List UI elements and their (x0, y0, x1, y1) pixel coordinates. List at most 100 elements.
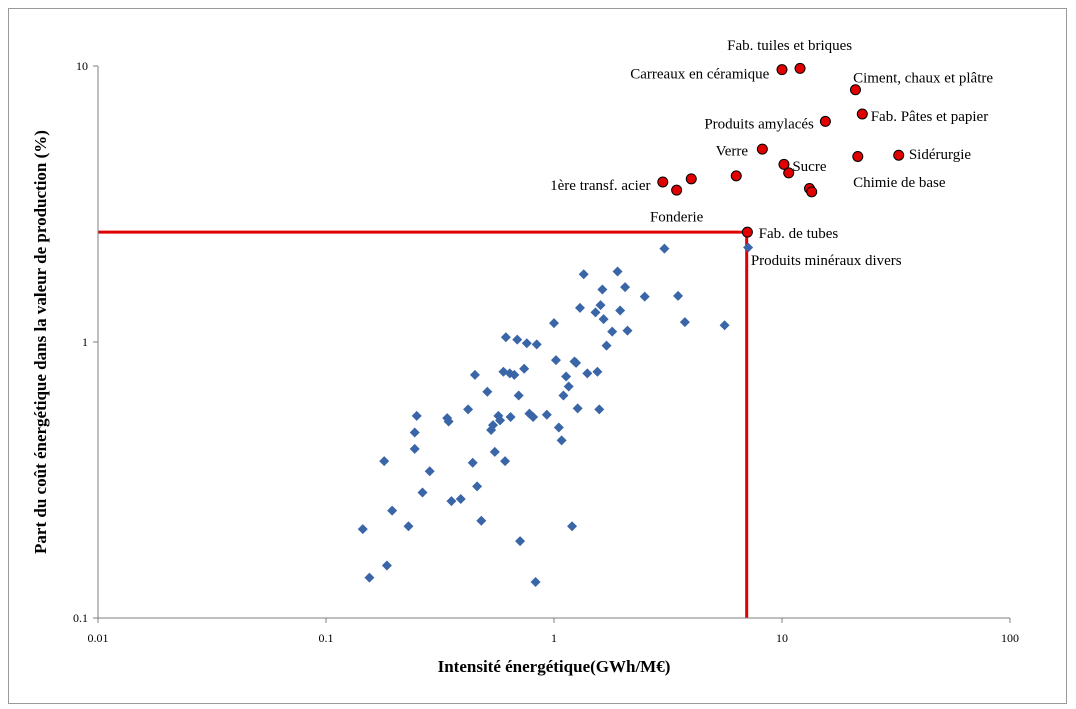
point-annotation: Fonderie (650, 209, 704, 225)
data-point-diamond (409, 443, 420, 454)
scatter-chart: Fab. tuiles et briques Carreaux en cérami… (31, 38, 1019, 676)
x-tick-label: 1 (551, 631, 557, 645)
data-point-diamond (519, 363, 530, 374)
data-point-diamond (574, 302, 585, 313)
data-point-diamond (443, 416, 454, 427)
y-axis-title: Part du coût énergétique dans la valeur … (31, 130, 50, 554)
data-point-diamond (381, 560, 392, 571)
y-tick-label: 1 (82, 335, 88, 349)
data-point-circle (741, 226, 753, 238)
data-point-circle (806, 186, 818, 198)
y-tick-label: 10 (76, 59, 88, 73)
x-tick-label: 100 (1001, 631, 1019, 645)
data-point-diamond (659, 243, 670, 254)
point-annotation: Produits minéraux divers (751, 253, 902, 269)
data-point-diamond (531, 339, 542, 350)
data-point-diamond (571, 357, 582, 368)
data-point-circle (852, 151, 864, 163)
point-annotation: Verre (716, 143, 749, 159)
data-point-diamond (472, 481, 483, 492)
point-annotation: Fab. tuiles et briques (727, 38, 852, 54)
data-point-diamond (424, 466, 435, 477)
data-point-circle (756, 143, 768, 155)
data-point-diamond (578, 269, 589, 280)
data-point-diamond (500, 332, 511, 343)
data-point-circle (893, 149, 905, 161)
data-point-diamond (357, 524, 368, 535)
data-point-diamond (515, 536, 526, 547)
data-point-diamond (417, 487, 428, 498)
data-point-circle (849, 84, 861, 96)
point-annotation: Fab. de tubes (759, 226, 839, 242)
circle-series (657, 62, 905, 238)
data-point-diamond (719, 320, 730, 331)
data-point-diamond (411, 410, 422, 421)
data-point-diamond (549, 318, 559, 329)
data-point-diamond (553, 422, 564, 433)
data-point-circle (856, 108, 868, 120)
chart-frame: Fab. tuiles et briques Carreaux en cérami… (8, 8, 1067, 704)
data-point-diamond (446, 496, 457, 507)
data-point-diamond (673, 290, 684, 301)
data-point-diamond (620, 282, 631, 293)
data-point-diamond (379, 456, 390, 467)
data-point-diamond (467, 457, 478, 468)
data-point-diamond (512, 334, 523, 345)
data-point-diamond (558, 390, 569, 401)
x-tick-label: 10 (776, 631, 788, 645)
data-point-diamond (572, 403, 583, 414)
data-point-diamond (612, 266, 623, 277)
x-axis-title: Intensité énergétique(GWh/M€) (438, 657, 671, 676)
data-point-circle (671, 184, 683, 196)
data-point-diamond (563, 381, 574, 392)
data-point-circle (776, 64, 788, 76)
data-point-diamond (463, 404, 474, 415)
threshold-lines (98, 230, 749, 618)
point-annotation: 1ère transf. acier (550, 178, 650, 194)
data-point-diamond (743, 242, 754, 253)
x-tick-label: 0.01 (88, 631, 109, 645)
data-point-circle (819, 115, 831, 127)
data-point-diamond (597, 284, 608, 295)
data-point-diamond (615, 305, 626, 316)
point-annotation: Chimie de base (853, 175, 946, 191)
data-point-diamond (513, 390, 524, 401)
data-point-diamond (495, 415, 506, 426)
x-tick-label: 0.1 (319, 631, 334, 645)
data-point-circle (730, 170, 742, 182)
data-point-diamond (505, 411, 516, 422)
data-point-diamond (561, 371, 572, 382)
data-point-diamond (409, 427, 420, 438)
data-point-diamond (622, 325, 633, 336)
data-point-diamond (541, 409, 552, 420)
data-point-diamond (550, 355, 561, 366)
data-point-diamond (595, 300, 606, 311)
data-point-diamond (679, 317, 690, 328)
point-annotations: Fab. tuiles et briques Carreaux en cérami… (550, 38, 993, 269)
data-point-diamond (482, 386, 493, 397)
data-point-diamond (590, 307, 601, 318)
data-point-circle (685, 173, 697, 185)
data-point-diamond (364, 572, 375, 583)
data-point-diamond (521, 338, 532, 349)
data-point-circle (657, 176, 669, 188)
y-tick-label: 0.1 (73, 611, 88, 625)
data-point-diamond (530, 577, 541, 588)
data-point-diamond (487, 420, 498, 431)
data-point-diamond (509, 369, 520, 380)
data-point-diamond (607, 326, 618, 337)
data-point-diamond (489, 446, 500, 457)
data-point-diamond (387, 505, 398, 516)
data-point-diamond (598, 314, 609, 325)
data-point-circle (794, 62, 806, 74)
data-point-diamond (601, 340, 612, 351)
data-point-diamond (469, 369, 480, 380)
point-annotation: Produits amylacés (704, 116, 814, 132)
data-point-circle (778, 158, 790, 170)
data-point-diamond (455, 493, 466, 504)
diamond-series (357, 242, 754, 588)
data-point-diamond (592, 366, 603, 377)
data-point-diamond (403, 521, 414, 532)
data-point-diamond (567, 521, 578, 532)
